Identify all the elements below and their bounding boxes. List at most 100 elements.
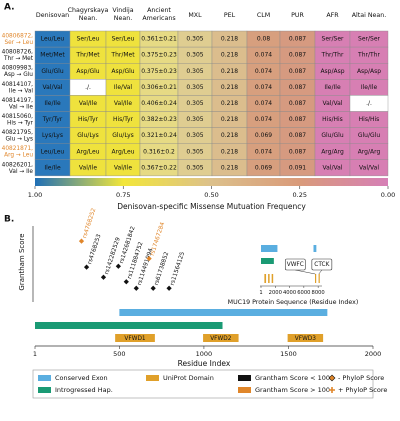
cell-text: 0.074 [255,148,272,155]
point-label: rs142282529 [104,236,122,275]
row-change: Val → Ile [9,169,34,175]
column-header: PUR [291,12,304,19]
cell-text: 0.087 [289,116,306,123]
legend-swatch [38,375,51,381]
cell-text: ./. [85,84,91,91]
domain-label: VFWD1 [124,336,145,342]
cell-text: His/His [359,116,380,123]
cell-text: Met/Met [40,52,65,59]
row-change: Thr → Met [3,56,34,62]
cell-text: 0.218 [221,100,238,107]
cell-text: 0.382±0.23 [141,116,177,123]
inset-tick-label: 6000 [297,290,310,296]
callout-line [318,269,323,275]
cell-text: Leu/Leu [41,148,65,155]
cell-text: 0.367±0.22 [141,164,177,171]
inset-tick-label: 4000 [283,290,296,296]
inset-span [271,274,274,283]
legend-label: Introgressed Hap. [55,386,113,394]
point [115,263,121,269]
cell-text: 0.305 [186,100,203,107]
domain [203,334,239,342]
inset-tick-label: 1 [259,290,262,296]
cell-text: 0.069 [255,132,272,139]
panel-label: B. [4,215,14,225]
column-header: AFR [326,12,339,19]
inset-span [313,245,317,252]
row-change: Ile → Val [9,88,33,94]
callout-label: VWFC [287,262,304,268]
column-header: Altai Nean. [352,12,387,19]
point [133,285,139,291]
inset-tick-label: 8000 [312,290,325,296]
column-header: CLM [257,12,270,19]
cell-text: Tyr/Tyr [42,116,63,123]
cell-text: 0.087 [289,148,306,155]
cell-text: Ile/Val [114,84,132,91]
cell-text: 0.074 [255,84,272,91]
cell-text: Ser/Leu [77,36,100,43]
cell-text: 0.406±0.24 [141,100,177,107]
cell-text: 0.087 [289,36,306,43]
column-header: Ancient [147,7,171,14]
cell-text: Asp/Asp [320,68,344,75]
cell-text: Thr/Thr [321,52,344,59]
point [100,274,107,280]
point-label: rs11564125 [170,251,187,286]
inset-title: MUC19 Protein Sequence (Residue Index) [228,299,359,306]
column-header: MXL [188,12,202,19]
colorbar-title: Denisovan-specific Missense Mutuation Fr… [117,202,306,211]
callout-box [311,258,333,271]
cell-text: Glu/Glu [358,132,380,139]
panel-label: A. [4,3,15,13]
cell-text: His/Tyr [78,116,99,123]
domain-label: VFWD3 [295,336,316,342]
legend-marker [329,387,335,393]
inset-span [264,274,267,283]
cell-text: Ser/Ser [358,36,380,43]
cell-text: Val/Val [323,100,343,107]
segment [119,309,328,316]
cell-text: Arg/Leu [111,148,134,155]
column-header: Nean. [79,15,97,22]
legend-label: + PhyloP Score [338,386,387,394]
callout-box [284,258,306,271]
cell-text: Ile/Ile [361,84,378,91]
cell-text: 0.069 [255,164,272,171]
cell-text: Val/Val [43,84,63,91]
cell-text: 0.375±0.23 [141,52,177,59]
legend-swatch [146,375,159,381]
cell-text: 0.087 [289,52,306,59]
point [146,255,152,262]
point-label: rs61738852 [154,251,171,286]
x-tick-label: 500 [113,350,125,358]
cell-text: Arg/Arg [321,148,344,155]
cell-text: 0.087 [289,132,306,139]
cell-text: Leu/Leu [41,36,65,43]
cell-text: Ile/Ile [324,84,341,91]
row-id: 40821871, [2,146,34,152]
cell-text: 0.305 [186,116,203,123]
tick-label: 0.00 [381,191,395,199]
cell-text: Thr/Met [75,52,100,59]
cell-text: His/His [322,116,343,123]
cell-text: 0.074 [255,116,272,123]
x-axis-title: Residue Index [178,359,231,368]
inset-span [261,258,274,264]
cell-text: 0.218 [221,132,238,139]
segment [35,322,223,329]
point-label: rs4768252 [82,207,97,239]
callout-line [295,269,316,275]
legend-swatch [238,375,251,381]
legend-label: Grantham Score < 100 [255,374,330,382]
row-change: Ser → Leu [4,40,33,46]
row-change: Val → Ile [9,104,34,110]
inset-span [318,274,320,283]
inset-tick-label: 2000 [269,290,282,296]
cell-text: Val/Val [359,164,379,171]
legend-swatch [238,387,251,393]
column-header: Nean. [114,15,132,22]
point-label: rs4768253 [87,233,102,265]
legend-label: - PhyloP Score [338,374,384,382]
